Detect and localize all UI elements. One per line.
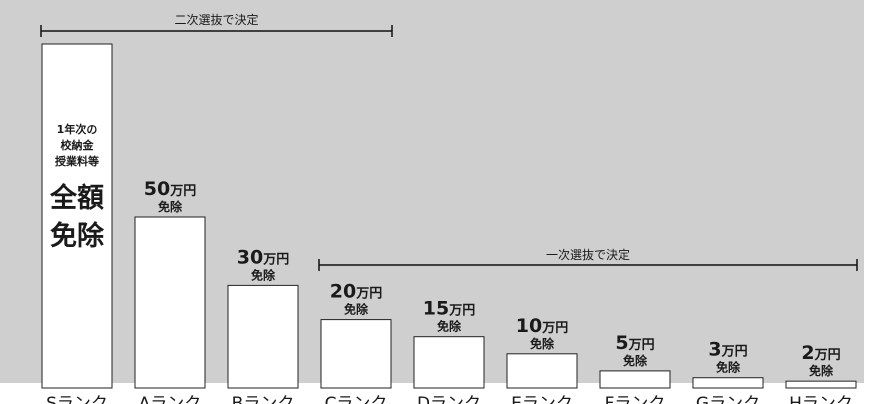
exemption-label-4: 免除 [344, 302, 369, 317]
value-label-9: 2万円 [801, 342, 840, 364]
bar-7 [599, 370, 671, 389]
exemption-label-7: 免除 [623, 353, 648, 368]
exemption-label-3: 免除 [251, 267, 276, 282]
bracket-label-1: 二次選抜で決定 [174, 12, 258, 27]
value-label-6: 10万円 [516, 315, 568, 337]
s-rank-big-text-1: 全額 [49, 182, 104, 214]
bar-1 [41, 43, 113, 389]
value-label-8: 3万円 [708, 339, 747, 361]
bar-2 [134, 216, 206, 389]
s-rank-small-text-2: 校納金 [61, 138, 95, 152]
chart-background [0, 0, 864, 383]
bar-9 [785, 380, 857, 389]
value-label-7: 5万円 [615, 332, 654, 354]
category-label-7: Fランク [605, 394, 666, 404]
category-label-3: Bランク [232, 394, 295, 404]
category-label-2: Aランク [139, 394, 202, 404]
bar-3 [227, 284, 299, 389]
value-label-2: 50万円 [144, 178, 196, 200]
value-label-4: 20万円 [330, 281, 382, 303]
exemption-label-5: 免除 [437, 319, 462, 334]
bar-8 [692, 377, 764, 389]
category-label-5: Dランク [417, 394, 481, 404]
bracket-label-2: 一次選抜で決定 [546, 247, 630, 262]
category-label-4: Cランク [325, 394, 388, 404]
value-label-5: 15万円 [423, 298, 475, 320]
category-label-8: Gランク [696, 394, 760, 404]
labels-group: Sランク Aランク Bランク Cランク Dランク Eランク Fランク Gランク Hランク 50万円… [46, 12, 853, 404]
bar-6 [506, 353, 578, 389]
category-label-1: Sランク [46, 394, 108, 404]
exemption-label-8: 免除 [716, 360, 741, 375]
s-rank-small-text-3: 授業料等 [55, 154, 99, 168]
s-rank-big-text-2: 免除 [50, 220, 105, 252]
bar-4 [320, 319, 392, 389]
exemption-label-6: 免除 [530, 336, 555, 351]
value-label-3: 30万円 [237, 246, 289, 268]
category-label-9: Hランク [789, 394, 853, 404]
selection-brackets [40, 25, 858, 271]
exemption-label-2: 免除 [158, 199, 183, 214]
bars-group [41, 43, 857, 389]
exemption-label-9: 免除 [809, 363, 834, 378]
s-rank-small-text-1: 1年次の [57, 122, 98, 136]
category-label-6: Eランク [511, 394, 573, 404]
bar-5 [413, 336, 485, 389]
